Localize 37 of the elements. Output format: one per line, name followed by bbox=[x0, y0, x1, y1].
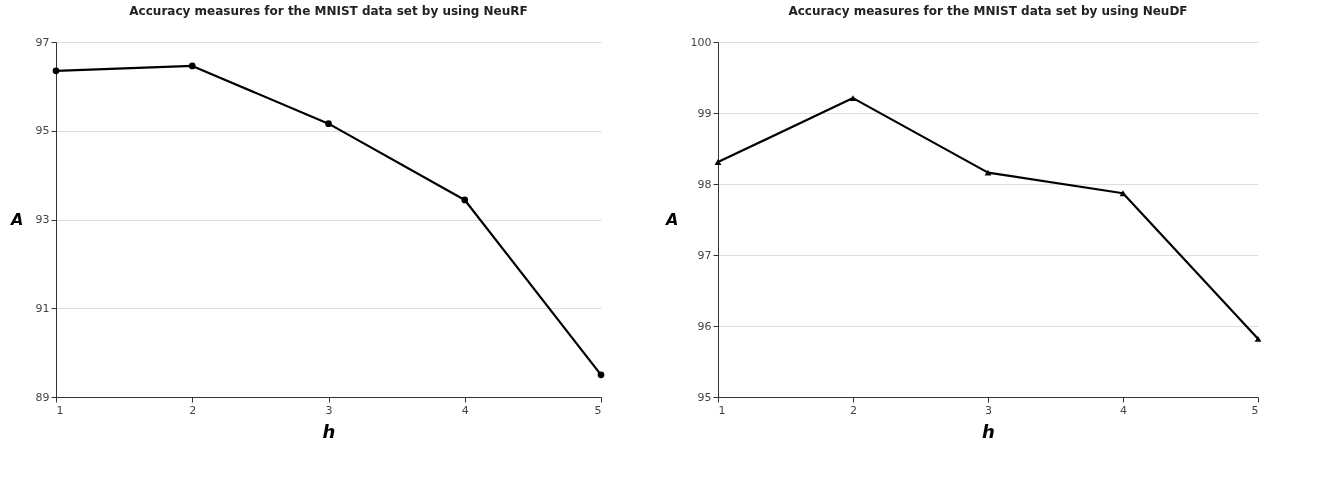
y-axis-title: A bbox=[9, 210, 24, 229]
x-tick-label: 4 bbox=[1120, 403, 1127, 417]
chart-title: Accuracy measures for the MNIST data set by using NeuRF bbox=[129, 4, 528, 18]
x-tick-label: 3 bbox=[325, 403, 333, 417]
point bbox=[714, 159, 722, 165]
x-tick-label: 2 bbox=[850, 403, 857, 417]
x-tick-label: 5 bbox=[1251, 403, 1259, 417]
x-tick-label: 3 bbox=[985, 403, 992, 417]
y-axis-title: A bbox=[664, 210, 679, 229]
point bbox=[1119, 190, 1127, 197]
x-tick-label: 5 bbox=[594, 403, 602, 417]
x-tick-label: 2 bbox=[189, 403, 197, 417]
y-tick-label: 95 bbox=[697, 390, 712, 404]
y-tick-label: 97 bbox=[35, 35, 50, 49]
point bbox=[188, 62, 196, 70]
y-tick-label: 100 bbox=[690, 35, 712, 49]
x-tick-label: 1 bbox=[56, 403, 64, 417]
y-tick-label: 98 bbox=[697, 177, 712, 191]
y-tick-label: 95 bbox=[35, 124, 50, 138]
x-tick-label: 1 bbox=[718, 403, 726, 417]
point bbox=[325, 120, 332, 127]
chart-title: Accuracy measures for the MNIST data set by using NeuDF bbox=[788, 4, 1188, 18]
point bbox=[597, 371, 605, 379]
y-tick-label: 97 bbox=[697, 248, 712, 262]
x-tick-label: 4 bbox=[461, 403, 469, 417]
y-tick-label: 93 bbox=[35, 213, 50, 226]
point bbox=[1254, 335, 1262, 342]
point bbox=[52, 67, 60, 75]
y-tick-label: 91 bbox=[35, 301, 50, 315]
x-axis-title: h bbox=[322, 420, 336, 442]
y-tick-label: 96 bbox=[697, 319, 712, 333]
x-axis-title: h bbox=[982, 420, 995, 442]
point bbox=[849, 95, 857, 101]
y-tick-label: 89 bbox=[35, 390, 50, 404]
point bbox=[461, 196, 469, 204]
point bbox=[984, 169, 992, 176]
y-tick-label: 99 bbox=[697, 106, 712, 120]
